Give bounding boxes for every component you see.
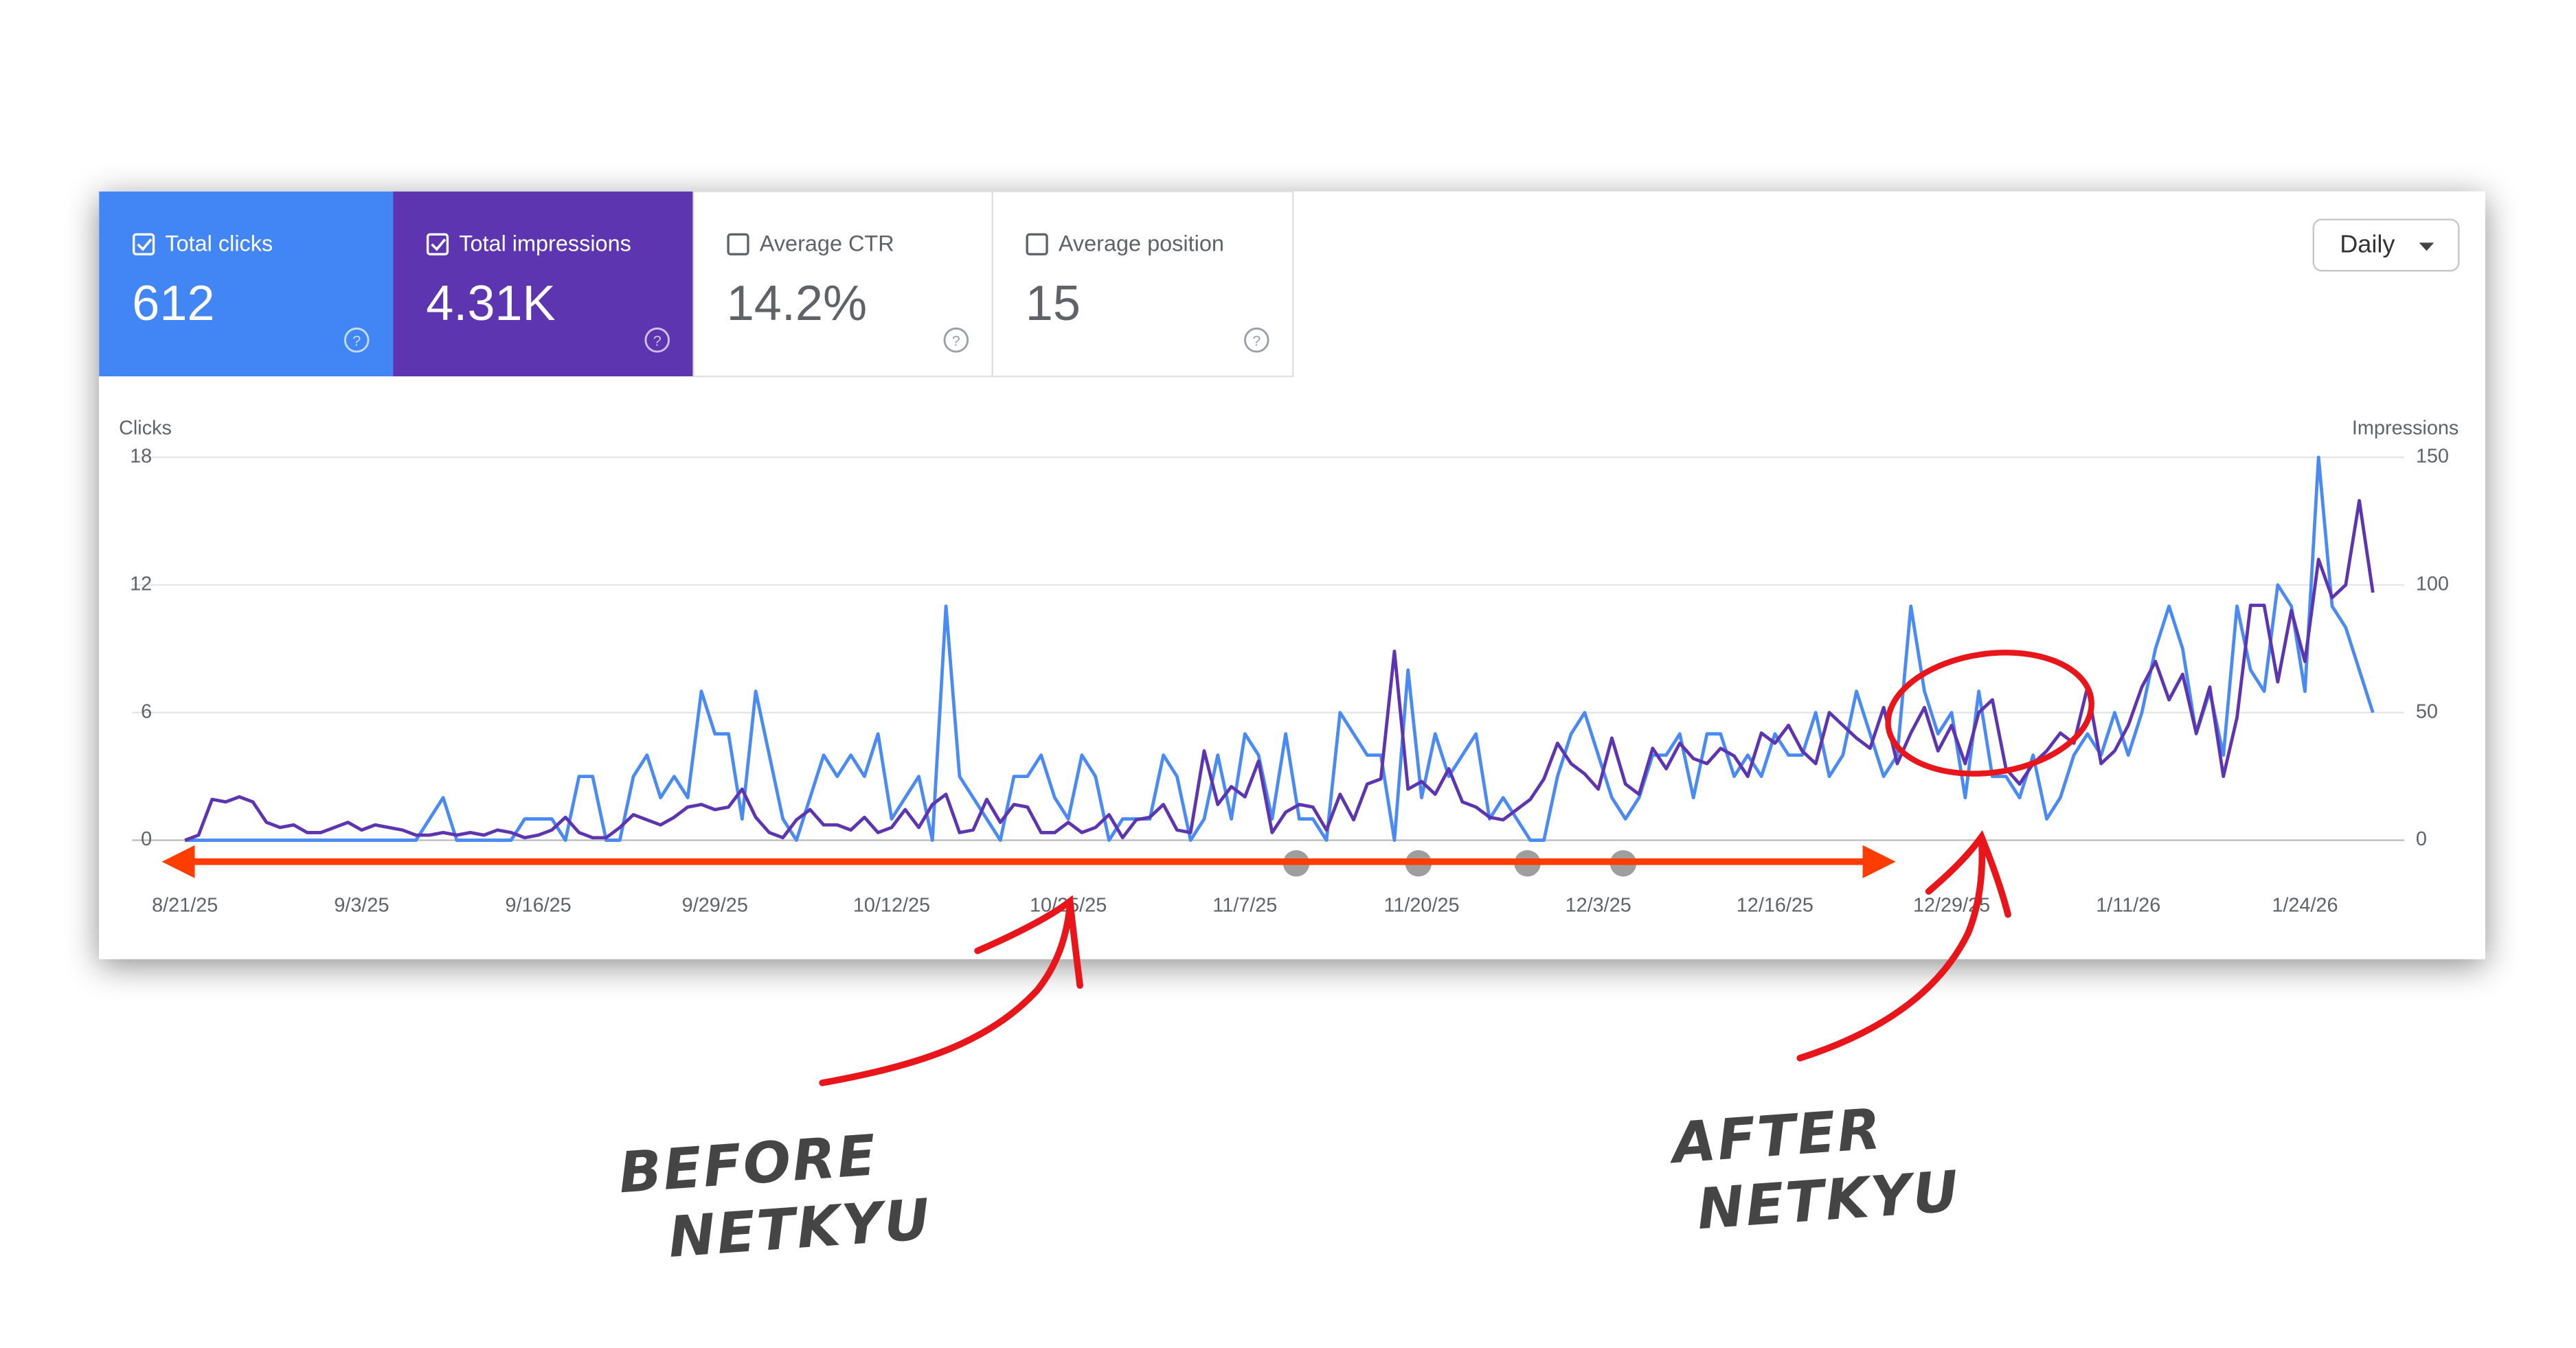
metric-card[interactable]: Total impressions 4.31K? (393, 191, 694, 377)
x-tick-label: 1/24/26 (2272, 894, 2338, 916)
card-bg (692, 190, 993, 378)
checkbox (1026, 233, 1048, 255)
after-arrow (1796, 830, 2011, 1062)
dropdown-box[interactable] (2312, 218, 2460, 272)
y-tick-label: 6 (141, 700, 152, 722)
highlight-circle (1885, 650, 2094, 777)
x-tick-label: 8/21/25 (152, 894, 218, 916)
annotation-text: AFTER (1666, 1097, 1884, 1177)
card-value: 612 (132, 276, 214, 331)
metric-card[interactable]: Total clicks 612? (99, 191, 394, 377)
x-tick-label: 11/7/25 (1212, 894, 1277, 916)
checkbox (727, 233, 749, 255)
x-tick-label: 9/29/25 (682, 894, 748, 916)
dropdown-label[interactable]: Daily (2340, 230, 2395, 258)
checkbox (133, 233, 155, 255)
card-bg (393, 191, 694, 377)
y2-tick-label: 150 (2416, 446, 2449, 468)
y-tick-label: 0 (141, 828, 152, 850)
checkmark (431, 238, 447, 251)
help-mark: ? (952, 332, 960, 349)
help-mark: ? (1252, 332, 1261, 349)
y2-axis-title: Impressions (2352, 418, 2459, 439)
y-axis-title: Clicks (119, 418, 172, 439)
x-tick-label: 9/16/25 (506, 894, 572, 916)
help-mark: ? (653, 332, 662, 349)
before-arrow (819, 895, 1083, 1086)
help-mark: ? (352, 332, 361, 349)
series-line (185, 455, 2375, 842)
metric-card[interactable]: Average position 15? (991, 190, 1294, 378)
x-tick-label: 12/16/25 (1737, 894, 1814, 916)
help-icon (343, 327, 370, 353)
x-tick-label: 9/3/25 (334, 894, 389, 916)
card-label: Total clicks (165, 231, 273, 256)
card-label: Total impressions (459, 231, 631, 256)
card-value: 4.31K (426, 276, 555, 331)
y2-tick-label: 50 (2416, 700, 2438, 722)
card-value: 14.2% (727, 276, 867, 331)
help-icon (943, 327, 969, 353)
x-tick-label: 10/12/25 (853, 894, 930, 916)
y2-tick-label: 100 (2416, 573, 2449, 595)
card-bg (99, 191, 394, 377)
card-label: Average CTR (760, 231, 894, 256)
help-icon (644, 327, 670, 353)
card-bg (991, 190, 1294, 378)
checkmark (137, 238, 152, 251)
x-tick-label: 12/3/25 (1566, 894, 1631, 916)
y-tick-label: 18 (130, 446, 152, 468)
dropdown[interactable]: Daily (2312, 218, 2460, 272)
x-tick-label: 11/20/25 (1383, 894, 1459, 916)
checkbox (426, 233, 449, 255)
card-value: 15 (1026, 276, 1081, 331)
y2-tick-label: 0 (2416, 828, 2427, 850)
y-tick-label: 12 (130, 573, 152, 595)
card-label: Average position (1059, 231, 1224, 256)
metric-card[interactable]: Average CTR 14.2%? (692, 190, 993, 378)
dropdown-caret (2419, 242, 2434, 251)
help-icon (1244, 327, 1269, 353)
x-tick-label: 1/11/26 (2096, 894, 2160, 916)
